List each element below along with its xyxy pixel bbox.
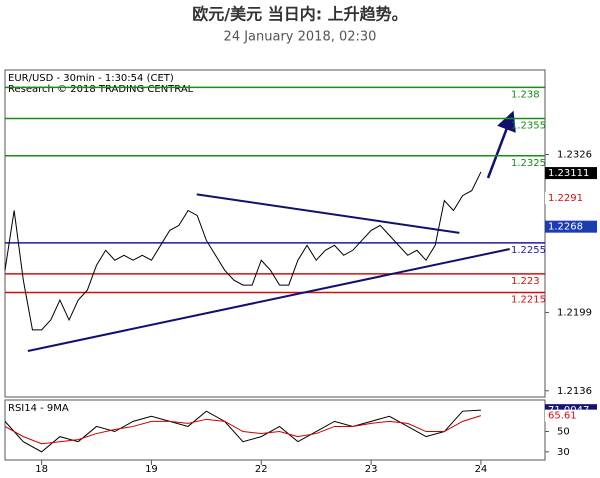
trend-arrow [486, 110, 516, 179]
level-label: 1.2255 [511, 245, 546, 256]
main-panel [4, 69, 546, 398]
price-marker [545, 192, 597, 205]
price-marker-label: 1.23111 [548, 168, 589, 179]
price-marker [545, 409, 597, 422]
x-tick-label: 18 [35, 464, 48, 475]
x-tick-label: 23 [365, 464, 378, 475]
trend-line [196, 193, 460, 234]
rsi-panel [4, 399, 546, 461]
panel-label: RSI14 - 9MA [8, 403, 69, 414]
trend-line [27, 248, 510, 352]
level-label: 1.2355 [511, 120, 546, 131]
panel-label: Research © 2018 TRADING CENTRAL [8, 84, 194, 95]
y-tick-label: 50 [557, 427, 570, 438]
chart-subtitle: 24 January 2018, 02:30 [224, 30, 377, 45]
price-marker [545, 220, 597, 233]
chart-title: 欧元/美元 当日内: 上升趋势。 [192, 5, 407, 24]
series-line [4, 171, 482, 331]
y-tick-label: 1.2326 [557, 150, 592, 161]
level-label: 1.2325 [511, 158, 546, 169]
price-marker-label: 1.2291 [548, 193, 583, 204]
y-tick-label: 30 [557, 447, 570, 458]
level-label: 1.2215 [511, 295, 546, 306]
x-tick-label: 19 [145, 464, 158, 475]
x-tick-label: 22 [255, 464, 268, 475]
series-line [4, 415, 482, 445]
y-tick-label: 1.2199 [557, 307, 592, 318]
price-marker [545, 167, 597, 180]
price-marker-label: 1.2268 [548, 222, 583, 233]
panel-label: EUR/USD - 30min - 1:30:54 (CET) [8, 73, 174, 84]
level-label: 1.238 [511, 89, 540, 100]
x-tick-label: 24 [475, 464, 488, 475]
y-tick-label: 1.2136 [557, 386, 592, 397]
level-label: 1.223 [511, 276, 540, 287]
price-marker-label: 65.61 [548, 411, 577, 422]
